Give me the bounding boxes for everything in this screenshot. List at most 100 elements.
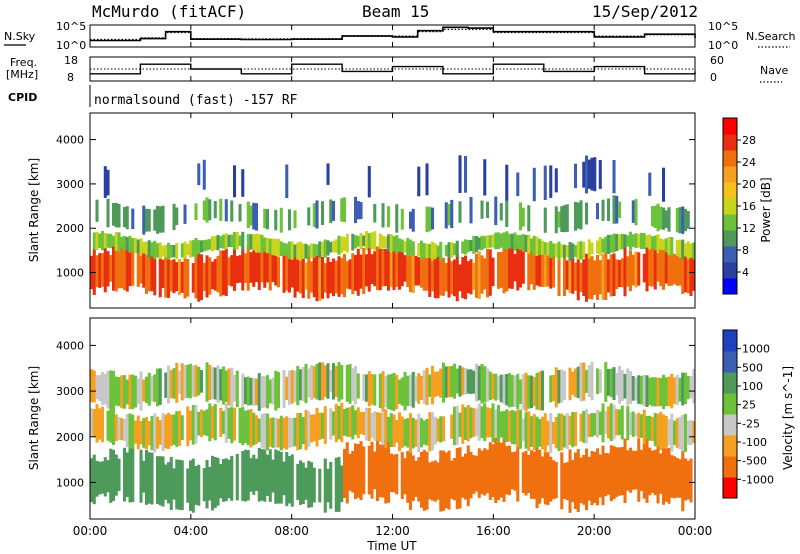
power-cell <box>662 167 666 202</box>
power-cell <box>98 233 102 248</box>
power-cell <box>147 249 151 292</box>
velocity-cell <box>321 412 325 439</box>
power-cell <box>648 172 652 196</box>
velocity-cell <box>244 449 248 502</box>
power-cell <box>197 163 201 186</box>
velocity-cell <box>582 454 586 505</box>
power-cell <box>678 239 682 258</box>
power-colorbar-swatch <box>723 166 737 183</box>
velocity-cell <box>389 413 393 447</box>
power-cell <box>574 201 578 231</box>
velocity-cell <box>310 365 314 400</box>
power-cell <box>158 248 162 298</box>
power-cell <box>125 206 129 230</box>
power-cell <box>571 243 575 260</box>
power-cell <box>323 239 327 258</box>
power-cell <box>667 237 671 256</box>
velocity-cell <box>596 409 600 438</box>
power-cell <box>587 159 591 189</box>
velocity-cell <box>670 373 674 409</box>
velocity-cell <box>98 408 102 440</box>
power-cell <box>161 205 165 233</box>
velocity-cell <box>389 453 393 492</box>
velocity-cell <box>230 404 234 444</box>
power-cell <box>505 164 509 201</box>
power-cell <box>477 237 481 250</box>
velocity-cell <box>675 375 679 406</box>
power-cell <box>497 252 501 289</box>
power-cell <box>585 155 589 194</box>
velocity-cell <box>659 377 663 407</box>
velocity-cell <box>167 365 171 404</box>
velocity-cell <box>158 420 162 445</box>
velocity-cell <box>337 405 341 440</box>
velocity-cell <box>469 369 473 395</box>
velocity-cell <box>241 373 245 407</box>
power-cell <box>656 203 660 232</box>
power-cell <box>527 234 531 254</box>
power-cell <box>202 200 206 221</box>
power-cell <box>648 249 652 286</box>
velocity-cell <box>136 378 140 405</box>
velocity-cell <box>560 413 564 451</box>
power-cell <box>472 235 476 254</box>
power-cell <box>191 240 195 257</box>
power-cell <box>678 254 682 286</box>
velocity-colorbar-tick-label: -500 <box>742 455 767 468</box>
velocity-cell <box>194 365 198 397</box>
velocity-cell <box>447 366 451 398</box>
power-cell <box>279 207 283 233</box>
power-cell <box>296 256 300 292</box>
power-colorbar-swatch <box>723 118 737 135</box>
power-cell <box>161 259 165 289</box>
velocity-cell <box>574 452 578 509</box>
velocity-cell <box>128 447 132 503</box>
velocity-cell <box>376 412 380 442</box>
velocity-cell <box>263 413 267 450</box>
velocity-colorbar-tick-label: 1000 <box>742 343 770 356</box>
velocity-cell <box>288 456 292 504</box>
velocity-cell <box>175 411 179 447</box>
power-cell <box>549 253 553 289</box>
velocity-cell <box>516 409 520 448</box>
velocity-cell <box>612 404 616 440</box>
velocity-cell <box>620 405 624 440</box>
power-cell <box>431 241 435 261</box>
power-cell <box>315 244 319 256</box>
velocity-cell <box>464 407 468 440</box>
velocity-cell <box>304 467 308 500</box>
power-cell <box>664 238 668 253</box>
velocity-cell <box>266 375 270 409</box>
velocity-cell <box>648 377 652 406</box>
power-cell <box>230 200 234 222</box>
velocity-cell <box>480 364 484 404</box>
velocity-cell <box>373 411 377 441</box>
velocity-cell <box>290 417 294 447</box>
velocity-cell <box>535 416 539 449</box>
power-cell <box>370 254 374 284</box>
power-cell <box>557 211 561 228</box>
velocity-cell <box>367 408 371 442</box>
power-cell <box>219 198 223 221</box>
velocity-cell <box>134 375 138 408</box>
velocity-cell <box>442 450 446 511</box>
velocity-cell <box>348 364 352 404</box>
velocity-cell <box>329 408 333 440</box>
velocity-cell <box>211 406 215 439</box>
power-cell <box>618 260 622 287</box>
power-cell <box>409 239 413 257</box>
power-cell <box>417 243 421 257</box>
power-cell <box>585 202 589 225</box>
velocity-cell <box>249 377 253 406</box>
power-cell <box>631 254 635 286</box>
velocity-cell <box>645 439 649 503</box>
velocity-cell <box>395 374 399 409</box>
velocity-cell <box>139 449 143 503</box>
velocity-cell <box>530 450 534 499</box>
power-cell <box>681 239 685 259</box>
power-cell <box>598 260 602 295</box>
velocity-cell <box>579 457 583 504</box>
velocity-cell <box>398 412 402 452</box>
power-cell <box>576 202 580 229</box>
power-cell <box>373 204 377 223</box>
